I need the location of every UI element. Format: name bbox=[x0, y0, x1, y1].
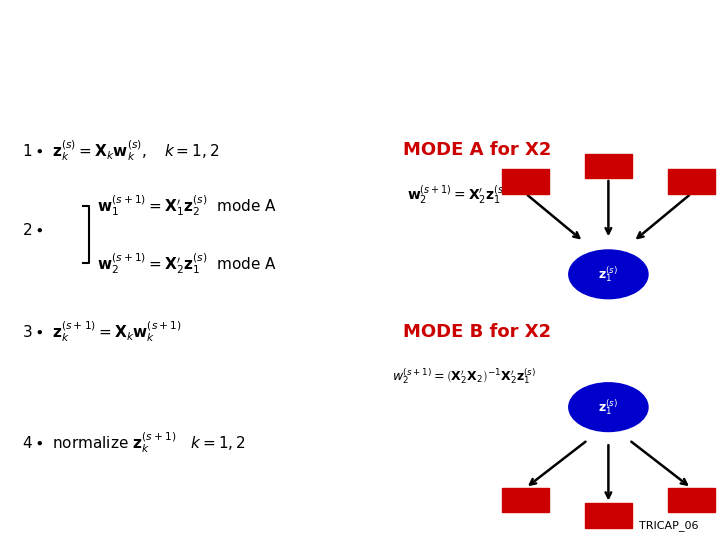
Text: MODE B for X2: MODE B for X2 bbox=[403, 323, 552, 341]
Text: $\mathbf{w}_2^{(s+1)} = \mathbf{X}_2^{\prime}\mathbf{z}_1^{(s)}$  mode A: $\mathbf{w}_2^{(s+1)} = \mathbf{X}_2^{\p… bbox=[97, 251, 277, 275]
Circle shape bbox=[569, 250, 648, 299]
Bar bbox=[503, 169, 549, 193]
Text: $4\bullet\ \mathrm{normalize}\ \mathbf{z}_k^{(s+1)}\quad k=1,2$: $4\bullet\ \mathrm{normalize}\ \mathbf{z… bbox=[22, 430, 246, 455]
Text: MODE A for X2: MODE A for X2 bbox=[403, 141, 552, 159]
Bar bbox=[585, 503, 632, 528]
Text: $\mathbf{w}_1^{(s+1)} = \mathbf{X}_1^{\prime}\mathbf{z}_2^{(s)}$  mode A: $\mathbf{w}_1^{(s+1)} = \mathbf{X}_1^{\p… bbox=[97, 193, 277, 218]
Text: $2\bullet$: $2\bullet$ bbox=[22, 222, 43, 238]
Text: $\mathbf{z}_1^{(s)}$: $\mathbf{z}_1^{(s)}$ bbox=[598, 397, 618, 417]
Bar bbox=[585, 154, 632, 178]
Text: $\mathbf{z}_1^{(s)}$: $\mathbf{z}_1^{(s)}$ bbox=[598, 265, 618, 284]
Text: $3\bullet\ \mathbf{z}_k^{(s+1)} = \mathbf{X}_k\mathbf{w}_k^{(s+1)}$: $3\bullet\ \mathbf{z}_k^{(s+1)} = \mathb… bbox=[22, 320, 181, 345]
Text: Two estimation modes: Two estimation modes bbox=[193, 65, 527, 91]
Text: $\mathbf{w}_2^{(s+1)} = \mathbf{X}_2^{\prime}\mathbf{z}_1^{(s)}$: $\mathbf{w}_2^{(s+1)} = \mathbf{X}_2^{\p… bbox=[407, 184, 508, 206]
Bar bbox=[668, 488, 714, 512]
Bar bbox=[503, 488, 549, 512]
Text: Computation of latentes variables: Computation of latentes variables bbox=[106, 21, 614, 47]
Bar bbox=[668, 169, 714, 193]
Circle shape bbox=[569, 383, 648, 431]
Text: $w_2^{(s+1)} = \left(\mathbf{X}_2^{\prime}\mathbf{X}_2\right)^{-1}\mathbf{X}_2^{: $w_2^{(s+1)} = \left(\mathbf{X}_2^{\prim… bbox=[392, 366, 536, 386]
Text: $1\bullet\ \mathbf{z}_k^{(s)} = \mathbf{X}_k\mathbf{w}_k^{(s)},\quad k=1,2$: $1\bullet\ \mathbf{z}_k^{(s)} = \mathbf{… bbox=[22, 138, 219, 163]
Text: TRICAP_06: TRICAP_06 bbox=[639, 520, 698, 531]
